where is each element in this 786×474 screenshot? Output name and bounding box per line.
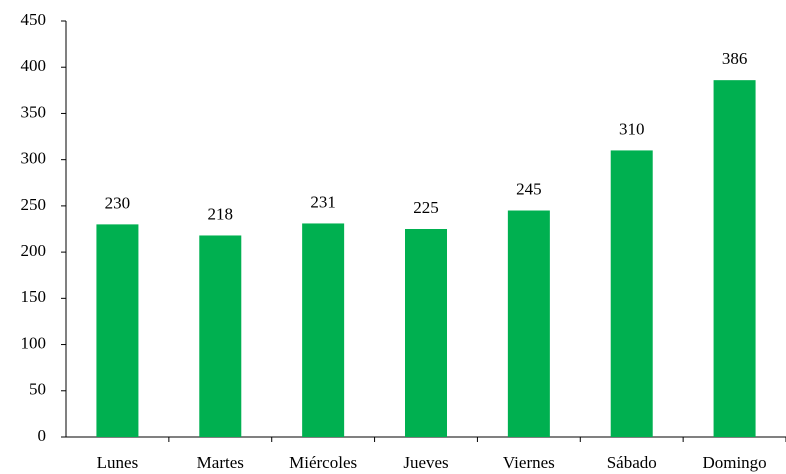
x-tick-label: Sábado (607, 453, 657, 472)
y-tick-label: 350 (21, 102, 47, 121)
y-tick-label: 400 (21, 56, 47, 75)
bar (610, 150, 653, 437)
y-tick-label: 0 (38, 426, 47, 445)
value-label: 230 (105, 193, 131, 212)
bar (713, 80, 756, 438)
bar (199, 235, 242, 437)
x-tick-label: Lunes (97, 453, 139, 472)
bar (96, 224, 139, 437)
value-label: 310 (619, 119, 645, 138)
y-tick-label: 50 (29, 380, 46, 399)
bar (507, 210, 550, 437)
value-label: 218 (208, 204, 234, 223)
y-tick-label: 300 (21, 149, 47, 168)
bar (302, 223, 345, 437)
y-tick-label: 450 (21, 10, 47, 29)
bar (405, 229, 447, 437)
y-tick-label: 250 (21, 195, 47, 214)
x-tick-label: Martes (197, 453, 244, 472)
y-tick-label: 200 (21, 241, 47, 260)
value-label: 245 (516, 179, 542, 198)
value-label: 231 (310, 192, 336, 211)
y-tick-label: 100 (21, 333, 47, 352)
x-tick-label: Miércoles (289, 453, 357, 472)
value-label: 225 (413, 198, 439, 217)
x-tick-label: Domingo (702, 453, 766, 472)
value-label: 386 (722, 49, 748, 68)
x-tick-label: Jueves (403, 453, 448, 472)
x-tick-label: Viernes (503, 453, 555, 472)
y-tick-label: 150 (21, 287, 47, 306)
